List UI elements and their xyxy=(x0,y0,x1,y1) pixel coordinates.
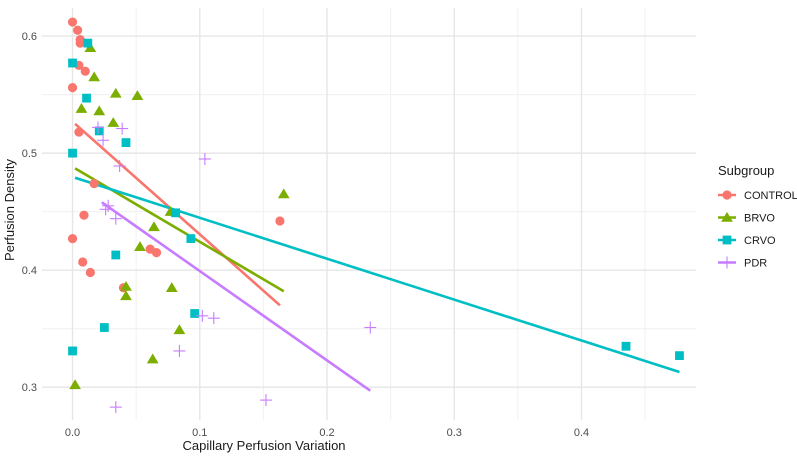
legend-label: CONTROL xyxy=(744,190,797,202)
data-point-brvo xyxy=(120,280,132,291)
data-point-control xyxy=(67,233,78,244)
data-point-crvo xyxy=(94,126,104,136)
data-point-crvo xyxy=(186,234,196,243)
data-point-pdr xyxy=(99,203,112,216)
data-point-control xyxy=(67,82,78,93)
y-axis-ticks: 0.3 0.4 0.5 0.6 xyxy=(22,31,37,394)
data-point-pdr xyxy=(173,344,186,357)
data-point-pdr xyxy=(91,121,104,134)
data-point-control xyxy=(67,17,78,27)
data-point-pdr xyxy=(113,160,126,173)
data-point-brvo xyxy=(69,379,81,390)
data-point-crvo xyxy=(83,38,93,48)
legend-label: PDR xyxy=(744,258,767,270)
grid-minor xyxy=(42,8,696,420)
x-axis-ticks: 0.0 0.1 0.2 0.3 0.4 xyxy=(65,427,589,439)
data-point-brvo xyxy=(146,353,159,364)
legend-key-triangle-icon xyxy=(721,211,733,222)
data-point-pdr xyxy=(364,321,377,334)
fit-line-pdr xyxy=(101,201,372,392)
legend-item-crvo: CRVO xyxy=(718,235,776,247)
legend-item-brvo: BRVO xyxy=(718,211,775,225)
data-point-control xyxy=(74,127,84,137)
data-point-brvo xyxy=(131,90,144,100)
data-point-pdr xyxy=(116,122,129,135)
data-point-crvo xyxy=(82,93,91,103)
legend-label: BRVO xyxy=(744,213,775,225)
y-tick-label: 0.6 xyxy=(22,31,37,43)
data-point-crvo xyxy=(111,250,121,260)
data-point-brvo xyxy=(173,324,186,335)
data-point-pdr xyxy=(196,309,209,322)
series-crvo xyxy=(68,38,684,361)
legend: Subgroup CONTROL BRVO CRVO PDR xyxy=(718,163,797,270)
data-point-control xyxy=(151,248,162,258)
y-tick-label: 0.4 xyxy=(22,265,37,277)
legend-key-plus-icon xyxy=(721,256,733,269)
series-pdr xyxy=(91,121,377,414)
data-point-pdr xyxy=(97,134,110,147)
data-points xyxy=(67,17,684,414)
grid-major xyxy=(42,8,696,420)
data-point-crvo xyxy=(99,323,109,332)
data-point-brvo xyxy=(93,105,106,116)
data-point-crvo xyxy=(68,148,77,158)
data-point-pdr xyxy=(198,152,211,165)
data-point-brvo xyxy=(277,188,290,199)
legend-item-pdr: PDR xyxy=(718,256,767,270)
legend-item-control: CONTROL xyxy=(718,190,797,202)
series-brvo xyxy=(69,42,290,390)
x-tick-label: 0.4 xyxy=(574,427,589,439)
legend-key-square-icon xyxy=(722,235,732,245)
x-tick-label: 0.2 xyxy=(319,427,334,439)
data-point-pdr xyxy=(109,212,122,225)
data-point-control xyxy=(89,178,99,189)
data-point-control xyxy=(79,210,89,220)
data-point-brvo xyxy=(109,87,122,98)
data-point-crvo xyxy=(675,351,684,361)
data-point-crvo xyxy=(621,341,631,351)
legend-label: CRVO xyxy=(744,235,776,247)
data-point-control xyxy=(85,267,95,278)
legend-key-circle-icon xyxy=(722,190,732,200)
x-axis-title: Capillary Perfusion Variation xyxy=(182,438,345,453)
y-axis-title: Perfusion Density xyxy=(2,159,17,261)
data-point-brvo xyxy=(107,117,120,127)
y-tick-label: 0.5 xyxy=(22,148,37,160)
data-point-crvo xyxy=(190,309,200,318)
data-point-control xyxy=(73,25,83,35)
data-point-crvo xyxy=(121,138,131,148)
x-tick-label: 0.0 xyxy=(65,427,80,439)
data-point-brvo xyxy=(75,103,88,113)
data-point-crvo xyxy=(171,208,180,218)
x-tick-label: 0.3 xyxy=(447,427,462,439)
legend-title: Subgroup xyxy=(718,163,774,178)
y-tick-label: 0.3 xyxy=(22,382,37,394)
data-point-brvo xyxy=(88,71,101,82)
series-control xyxy=(67,17,285,293)
data-point-pdr xyxy=(259,394,272,407)
data-point-brvo xyxy=(165,282,178,292)
data-point-brvo xyxy=(120,290,132,301)
data-point-control xyxy=(275,216,285,226)
data-point-control xyxy=(75,38,85,48)
data-point-brvo xyxy=(134,241,146,251)
data-point-control xyxy=(78,257,88,267)
data-point-control xyxy=(80,66,90,76)
fit-lines xyxy=(74,122,680,392)
x-tick-label: 0.1 xyxy=(192,427,207,439)
data-point-pdr xyxy=(207,312,220,325)
data-point-pdr xyxy=(109,401,122,414)
fit-line-crvo xyxy=(74,176,680,374)
data-point-crvo xyxy=(68,58,77,68)
data-point-brvo xyxy=(148,221,160,232)
data-point-crvo xyxy=(68,346,77,356)
